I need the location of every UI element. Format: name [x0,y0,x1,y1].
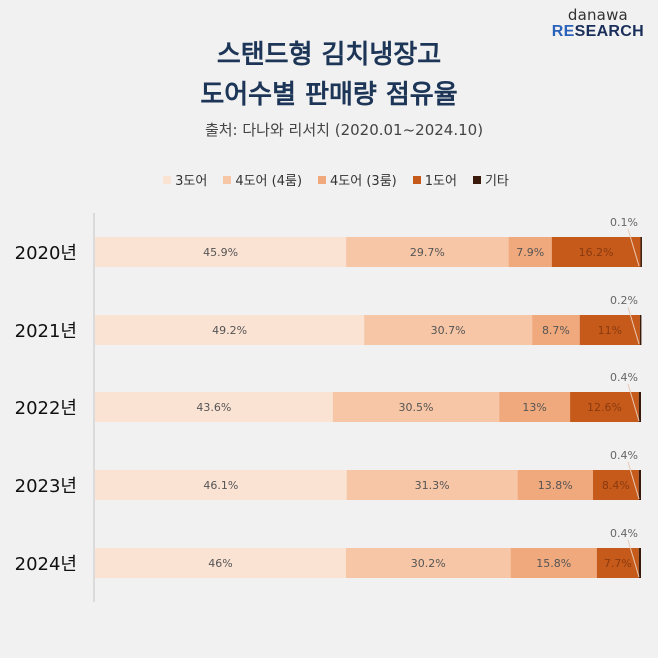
bar-segment [95,237,347,267]
data-label: 30.7% [431,324,466,337]
legend-swatch [163,175,172,184]
legend-swatch [412,175,421,184]
leader-line [627,461,640,500]
legend-item-3door: 3도어 [163,170,207,189]
bar-segment [499,392,571,422]
y-tick-label: 2020년 [15,243,77,264]
bar-segment [551,237,641,267]
legend-label: 4도어 (3룸) [330,174,397,189]
bar-segment [508,237,552,267]
bar-segment [532,315,580,345]
bar-segment [332,392,500,422]
data-label: 8.7% [542,324,570,337]
chart-title-line2: 도어수별 판매량 점유율 [200,80,458,110]
bar-segment [638,470,641,500]
data-label: 46.1% [203,479,238,492]
data-label: 12.6% [587,401,622,414]
data-label: 30.5% [399,401,434,414]
bar-segment [570,392,639,422]
data-label: 45.9% [203,246,238,259]
bar-segment [592,470,639,500]
danawa-research-logo: danawa RESEARCH [552,8,644,41]
bar-segment [579,315,640,345]
bar-segment [638,392,641,422]
data-label: 0.4% [610,371,638,384]
data-label: 13.8% [538,479,573,492]
legend-label: 4도어 (4룸) [235,174,303,189]
data-label: 31.3% [415,479,450,492]
bar-segment [640,237,642,267]
legend-swatch [472,175,481,184]
bar-segment [517,470,593,500]
data-label: 0.2% [610,294,638,307]
bar-segment [95,548,346,578]
chart-subtitle: 출처: 다나와 리서치 (2020.01~2024.10) [204,121,484,139]
data-label: 15.8% [536,557,571,570]
data-label: 16.2% [579,246,614,259]
data-label: 29.7% [410,246,445,259]
chart-title-line1: 스탠드형 김치냉장고 [216,40,442,70]
legend-swatch [318,175,327,184]
y-tick-label: 2024년 [15,554,77,575]
legend-item-1door: 1도어 [412,170,457,189]
legend: 3도어 4도어 (4룸) 4도어 (3룸) 1도어 기타 [0,170,658,189]
legend-label: 3도어 [175,174,208,189]
data-label: 11% [598,324,622,337]
logo-search: SEARCH [574,23,644,40]
bar-segment [95,315,365,345]
bar-segment [639,315,642,345]
bar-segment [364,315,533,345]
bar-segment [346,470,518,500]
legend-item-4door-4room: 4도어 (4룸) [223,170,302,189]
bar-segment [510,548,597,578]
data-label: 0.1% [610,216,638,229]
logo-danawa-text: danawa [567,6,628,24]
bar-segment [638,548,641,578]
data-label: 7.7% [604,557,632,570]
data-label: 0.4% [610,527,638,540]
y-tick-label: 2021년 [15,321,77,342]
logo-research-text: RESEARCH [552,23,644,41]
data-label: 13% [522,401,546,414]
data-label: 0.4% [610,449,638,462]
y-tick-label: 2022년 [15,398,77,419]
leader-line [627,539,640,578]
data-label: 8.4% [602,479,630,492]
leader-line [627,306,640,345]
data-label: 49.2% [212,324,247,337]
legend-item-other: 기타 [472,170,509,189]
logo-re: RE [551,23,575,40]
data-label: 43.6% [196,401,231,414]
data-label: 30.2% [411,557,446,570]
bar-segment [346,237,509,267]
y-tick-label: 2023년 [15,476,77,497]
bar-segment [345,548,511,578]
legend-swatch [223,175,232,184]
leader-line [627,383,640,422]
legend-label: 1도어 [424,174,457,189]
data-label: 7.9% [516,246,544,259]
bar-segment [95,392,333,422]
leader-line [627,228,640,267]
legend-item-4door-3room: 4도어 (3룸) [318,170,397,189]
data-label: 46% [208,557,232,570]
bar-segment [95,470,347,500]
legend-label: 기타 [484,174,509,189]
